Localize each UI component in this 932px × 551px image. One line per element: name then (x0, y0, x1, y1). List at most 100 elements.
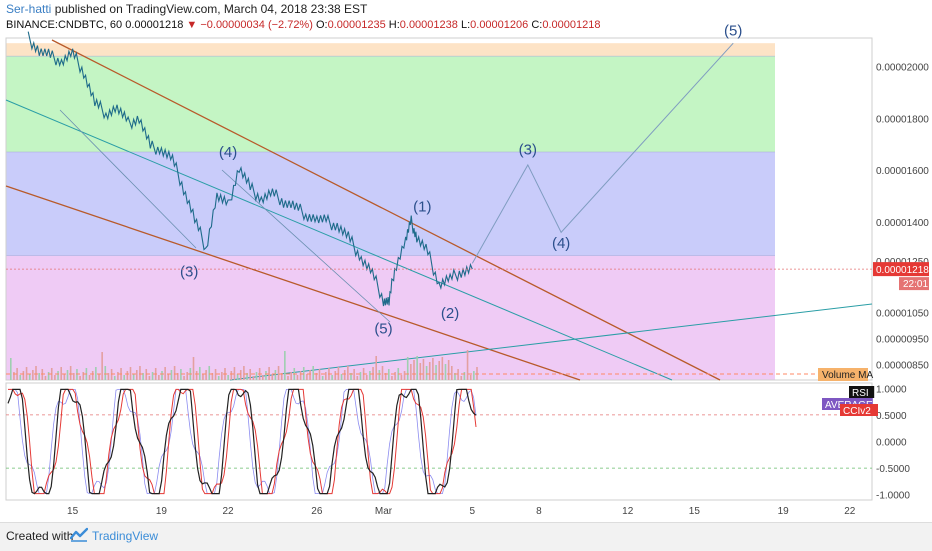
volume-bar (287, 376, 289, 380)
volume-bar (359, 372, 362, 380)
oscillator-legend-label: RSI (852, 388, 869, 399)
volume-bar (142, 373, 144, 380)
oscillator-tick-label: 0.0000 (876, 438, 907, 449)
price-tick-label: 0.00001600 (876, 166, 929, 177)
volume-bar (378, 370, 381, 380)
symbol-header: BINANCE:CNDBTC, 60 0.00001218 ▼ −0.00000… (6, 19, 600, 31)
volume-bar (22, 371, 25, 380)
volume-bar (161, 371, 163, 380)
volume-bar (95, 367, 97, 380)
volume-bar (403, 371, 406, 380)
volume-bar (435, 365, 437, 380)
time-tick-label: 26 (311, 506, 323, 517)
volume-bar (60, 367, 62, 380)
wave-label: (4) (219, 144, 237, 161)
volume-bar (32, 370, 34, 380)
volume-bar (369, 371, 371, 380)
volume-bar (167, 374, 170, 380)
volume-bar (44, 376, 47, 380)
created-with-text: Created with (6, 529, 74, 543)
volume-bar (236, 374, 239, 380)
open-value: 0.00001235 (327, 19, 386, 31)
chart-svg[interactable]: (4) (3) (5) (1) (2) (3) (4) (5) 0.00002000 0.0000… (0, 0, 932, 522)
projection-path (471, 42, 734, 264)
volume-bar (13, 372, 15, 380)
volume-bar (176, 373, 179, 380)
volume-bar (255, 372, 258, 380)
time-tick-label: 15 (689, 506, 701, 517)
volume-bar (312, 366, 314, 380)
volume-bar (73, 373, 75, 380)
current-price-tag (873, 262, 929, 277)
wave-label: (5) (374, 320, 392, 337)
tradingview-logo-icon[interactable] (70, 527, 88, 543)
volume-bar (410, 364, 412, 380)
publish-header: Ser-hatti published on TradingView.com, … (6, 2, 367, 16)
volume-bar (419, 363, 422, 380)
volume-bar (432, 358, 434, 380)
cciv2-line (8, 388, 477, 495)
channel-line (5, 99, 673, 381)
author-link[interactable]: Ser-hatti (6, 2, 52, 16)
countdown-value: 22:01 (903, 279, 928, 290)
volume-bar (221, 372, 223, 380)
volume-bar (239, 370, 242, 380)
down-arrow-icon: ▼ (186, 19, 198, 31)
volume-bar (400, 375, 403, 380)
volume-bar (10, 358, 12, 380)
volume-bar (129, 367, 132, 380)
volume-bar (381, 366, 384, 380)
volume-bar (243, 366, 245, 380)
volume-bar (466, 350, 469, 380)
volume-bar (331, 375, 333, 380)
volume-bar (19, 375, 22, 380)
close-label: C: (531, 19, 543, 31)
volume-bar (375, 356, 377, 380)
price-tick-label: 0.00001400 (876, 218, 929, 229)
volume-bar (208, 366, 211, 380)
fib-band (6, 255, 775, 380)
volume-bar (28, 374, 31, 380)
tradingview-brand[interactable]: TradingView (92, 529, 159, 543)
volume-ma-tag (818, 368, 868, 381)
volume-bar (79, 376, 81, 380)
volume-bar (262, 375, 264, 380)
time-tick-label: 12 (622, 506, 634, 517)
volume-bar (334, 371, 337, 380)
price-tick-label: 0.00000850 (876, 360, 929, 371)
volume-bar (107, 373, 110, 380)
volume-bar (170, 370, 173, 380)
volume-bar (280, 373, 283, 380)
low-label: L: (460, 19, 471, 31)
time-tick-label: 19 (778, 506, 790, 517)
high-label: H: (388, 19, 400, 31)
wave-label: (3) (180, 263, 198, 280)
volume-bar (113, 376, 116, 380)
volume-bar (457, 369, 459, 380)
price-tick-label: 0.00002000 (876, 63, 929, 74)
volume-bar (91, 371, 94, 380)
time-tick-label: Mar (375, 506, 393, 517)
volume-bar (164, 367, 166, 380)
volume-bar (25, 367, 28, 380)
volume-bar (227, 375, 229, 380)
volume-bar (268, 367, 270, 380)
volume-bar (413, 360, 415, 380)
wave-line-2 (221, 169, 391, 323)
volume-bar (205, 370, 207, 380)
volume-bar (35, 366, 37, 380)
volume-bar (148, 376, 151, 380)
price-tick-label: 0.00000950 (876, 335, 929, 346)
volume-bar (117, 372, 119, 380)
volume-bar (365, 375, 368, 380)
volume-bar (47, 372, 50, 380)
volume-bar (186, 372, 188, 380)
upper-trend-line (51, 39, 721, 381)
volume-bar (350, 373, 352, 380)
volume-bar (233, 367, 236, 380)
low-value: 0.00001206 (470, 19, 529, 31)
volume-bar (180, 369, 182, 380)
current-price-value: 0.00001218 (876, 265, 929, 276)
volume-bar (447, 360, 450, 380)
volume-bar (126, 371, 129, 380)
